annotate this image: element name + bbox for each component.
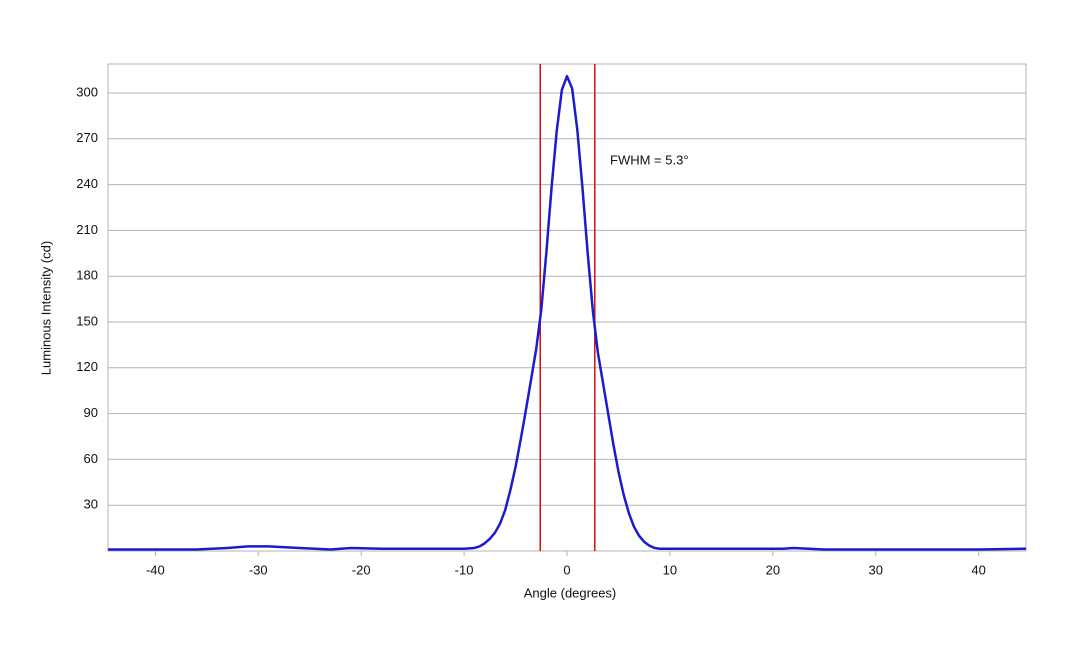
y-tick-label: 240 — [76, 176, 98, 191]
y-axis-label: Luminous Intensity (cd) — [38, 241, 53, 375]
y-tick-label: 270 — [76, 130, 98, 145]
x-tick-label: 10 — [663, 562, 677, 577]
y-tick-label: 60 — [84, 451, 98, 466]
x-tick-label: 0 — [563, 562, 570, 577]
y-tick-label: 300 — [76, 84, 98, 99]
x-tick-label: 40 — [971, 562, 985, 577]
data-line — [108, 74, 1027, 551]
x-tick-label: -10 — [455, 562, 474, 577]
y-tick-label: 90 — [84, 405, 98, 420]
y-tick-label: 210 — [76, 222, 98, 237]
plot-frame — [107, 63, 1027, 552]
x-tick-label: 30 — [869, 562, 883, 577]
x-axis-label: Angle (degrees) — [524, 585, 617, 600]
x-tick-label: -20 — [352, 562, 371, 577]
y-tick-label: 180 — [76, 268, 98, 283]
x-tick-label: -30 — [249, 562, 268, 577]
y-tick-label: 30 — [84, 497, 98, 512]
x-tick-label: -40 — [146, 562, 165, 577]
y-tick-label: 150 — [76, 313, 98, 328]
x-tick-label: 20 — [766, 562, 780, 577]
annotation: FWHM = 5.3° — [610, 152, 689, 167]
y-tick-label: 120 — [76, 359, 98, 374]
